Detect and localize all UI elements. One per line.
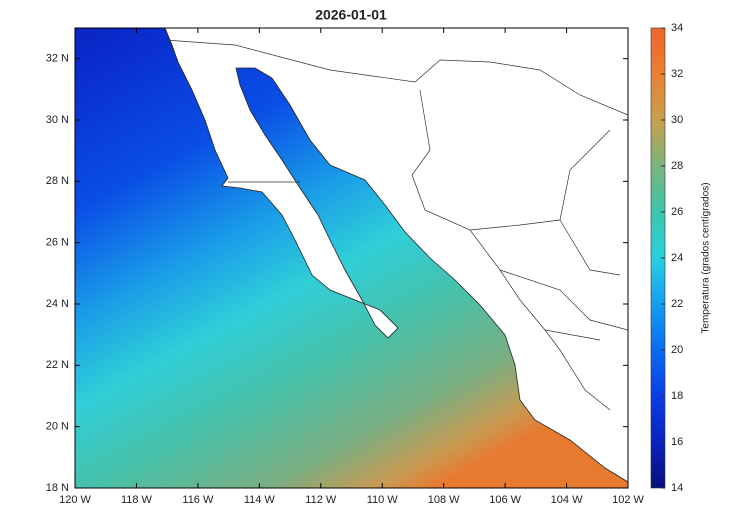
x-tick-label: 112 W <box>305 494 337 506</box>
colorbar-tick-label: 16 <box>671 436 683 448</box>
colorbar-tick-label: 24 <box>671 252 683 264</box>
colorbar-tick-label: 22 <box>671 298 683 310</box>
x-tick-label: 114 W <box>244 494 276 506</box>
x-tick-label: 108 W <box>428 494 460 506</box>
y-tick-label: 26 N <box>46 237 69 249</box>
y-tick-label: 30 N <box>46 114 69 126</box>
y-tick-label: 24 N <box>46 298 69 310</box>
x-tick-label: 120 W <box>59 494 91 506</box>
x-tick-label: 118 W <box>121 494 153 506</box>
land <box>164 28 628 483</box>
y-tick-label: 28 N <box>46 175 69 187</box>
x-tick-label: 110 W <box>367 494 399 506</box>
y-tick-label: 20 N <box>46 421 69 433</box>
y-tick-label: 18 N <box>46 482 69 494</box>
state-borders <box>164 39 628 411</box>
x-tick-label: 102 W <box>612 494 644 506</box>
x-tick-label: 116 W <box>182 494 214 506</box>
map-title: 2026-01-01 <box>315 7 387 23</box>
colorbar-tick-label: 28 <box>671 160 683 172</box>
plot-frame <box>74 27 629 489</box>
colorbar-tick-label: 26 <box>671 206 683 218</box>
x-tick-label: 104 W <box>551 494 583 506</box>
colorbar-tick-label: 32 <box>671 68 683 80</box>
colorbar-tick-label: 30 <box>671 114 683 126</box>
y-tick-label: 22 N <box>46 359 69 371</box>
colorbar-tick-label: 34 <box>671 22 683 34</box>
colorbar-tick-label: 18 <box>671 390 683 402</box>
x-tick-label: 106 W <box>489 494 521 506</box>
colorbar-tick-label: 20 <box>671 344 683 356</box>
y-tick-label: 32 N <box>46 53 69 65</box>
colorbar-tick-label: 14 <box>671 482 683 494</box>
colorbar-label: Temperatura (grados centígrados) <box>701 182 712 333</box>
